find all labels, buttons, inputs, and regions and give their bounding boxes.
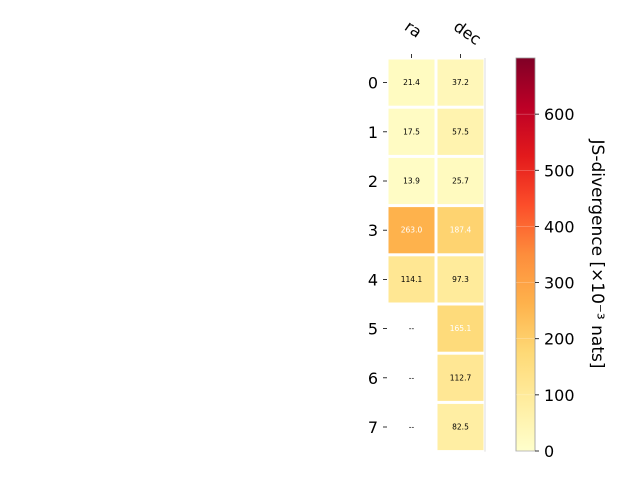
column-label: ra [401, 17, 425, 42]
heatmap-cell [437, 108, 484, 155]
heatmap-cell [388, 108, 435, 155]
cell-value-label: 21.4 [403, 78, 420, 87]
row-label: 7 [368, 418, 378, 437]
cell-value-label: 114.1 [401, 275, 423, 284]
cell-value-label: 37.2 [452, 78, 469, 87]
colorbar-gradient [515, 57, 536, 452]
colorbar-tick-label: 600 [544, 105, 575, 124]
colorbar: 0 100 200 300 400 500 600 JS-divergence [×10⁻³… [515, 57, 607, 461]
row-label: 5 [368, 320, 378, 339]
cell-value-label: 165.1 [450, 324, 472, 333]
heatmap-cell [388, 157, 435, 205]
cell-value-label: 57.5 [452, 127, 469, 136]
heatmap-cell [437, 403, 484, 451]
row-label: 4 [368, 270, 378, 289]
colorbar-tick-label: 100 [544, 386, 575, 405]
cell-value-label: 25.7 [452, 177, 469, 186]
cell-value-label: 82.5 [452, 423, 469, 432]
colorbar-tick-label: 200 [544, 330, 575, 349]
colorbar-label: JS-divergence [×10⁻³ nats] [587, 139, 607, 369]
heatmap-cell [437, 59, 484, 106]
heatmap-cell [388, 59, 435, 106]
heatmap-cell [437, 157, 484, 205]
row-label: 2 [368, 172, 378, 191]
colorbar-tick-label: 400 [544, 217, 575, 236]
row-label: 0 [368, 74, 378, 93]
colorbar-ticks: 0 100 200 300 400 500 600 [516, 105, 575, 461]
column-label: dec [450, 17, 484, 49]
heatmap-cells: 21.4 37.2 17.5 57.5 13.9 25.7 263.0 187.4 114.1 9… [388, 58, 486, 452]
heatmap-cell [437, 354, 484, 401]
heatmap-cell [437, 256, 484, 303]
heatmap-cell [388, 207, 435, 254]
cell-value-label: 263.0 [401, 226, 423, 235]
row-label: 6 [368, 369, 378, 388]
cell-value-label: -- [409, 324, 415, 333]
colorbar-tick-label: 300 [544, 274, 575, 293]
cell-value-label: -- [409, 373, 415, 382]
row-labels: 0 1 2 3 4 5 6 7 [368, 74, 387, 437]
cell-value-label: 187.4 [450, 226, 472, 235]
cell-value-label: 112.7 [450, 373, 472, 382]
heatmap-cell [388, 256, 435, 303]
row-label: 3 [368, 221, 378, 240]
cell-value-label: 97.3 [452, 275, 469, 284]
cell-value-label: 13.9 [403, 177, 420, 186]
cell-value-label: 17.5 [403, 127, 420, 136]
colorbar-tick-label: 500 [544, 161, 575, 180]
row-label: 1 [368, 123, 378, 142]
column-labels: ra dec [401, 17, 485, 58]
heatmap-cell [437, 305, 484, 352]
colorbar-tick-label: 0 [544, 442, 554, 461]
cell-value-label: -- [409, 423, 415, 432]
heatmap-cell [437, 207, 484, 254]
